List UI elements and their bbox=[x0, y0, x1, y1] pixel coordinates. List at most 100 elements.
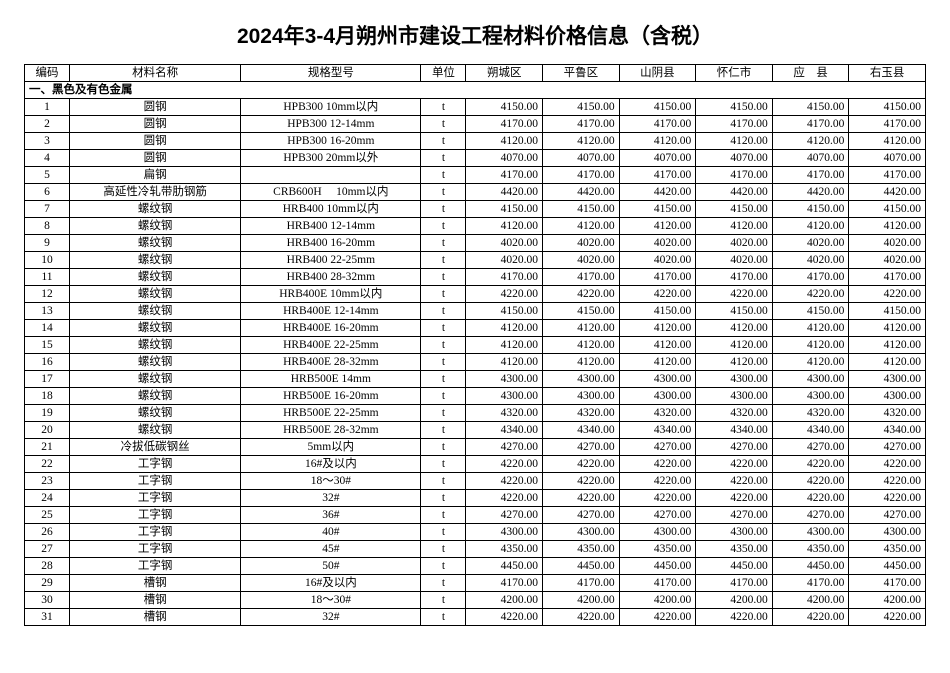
cell-price: 4120.00 bbox=[466, 320, 543, 337]
table-header-row: 编码 材料名称 规格型号 单位 朔城区 平鲁区 山阴县 怀仁市 应 县 右玉县 bbox=[25, 65, 926, 82]
cell-price: 4270.00 bbox=[696, 507, 773, 524]
cell-price: 4220.00 bbox=[696, 286, 773, 303]
cell-price: 4220.00 bbox=[696, 490, 773, 507]
col-header-unit: 单位 bbox=[421, 65, 466, 82]
col-header-region2: 平鲁区 bbox=[543, 65, 620, 82]
cell-price: 4120.00 bbox=[772, 218, 849, 235]
col-header-region6: 右玉县 bbox=[849, 65, 926, 82]
cell-price: 4220.00 bbox=[619, 286, 696, 303]
cell-price: 4300.00 bbox=[619, 371, 696, 388]
cell-price: 4220.00 bbox=[849, 456, 926, 473]
cell-name: 工字钢 bbox=[70, 473, 241, 490]
cell-price: 4170.00 bbox=[849, 116, 926, 133]
cell-price: 4120.00 bbox=[696, 354, 773, 371]
cell-price: 4220.00 bbox=[466, 473, 543, 490]
cell-spec: 50# bbox=[241, 558, 421, 575]
cell-price: 4150.00 bbox=[619, 303, 696, 320]
cell-price: 4350.00 bbox=[619, 541, 696, 558]
cell-name: 螺纹钢 bbox=[70, 354, 241, 371]
cell-price: 4120.00 bbox=[619, 218, 696, 235]
cell-price: 4270.00 bbox=[849, 507, 926, 524]
cell-unit: t bbox=[421, 575, 466, 592]
cell-price: 4300.00 bbox=[849, 524, 926, 541]
cell-name: 工字钢 bbox=[70, 524, 241, 541]
cell-unit: t bbox=[421, 456, 466, 473]
cell-price: 4150.00 bbox=[772, 201, 849, 218]
cell-price: 4270.00 bbox=[772, 439, 849, 456]
cell-name: 螺纹钢 bbox=[70, 388, 241, 405]
cell-price: 4340.00 bbox=[849, 422, 926, 439]
cell-price: 4150.00 bbox=[696, 201, 773, 218]
cell-price: 4320.00 bbox=[466, 405, 543, 422]
cell-price: 4020.00 bbox=[619, 252, 696, 269]
cell-price: 4340.00 bbox=[696, 422, 773, 439]
cell-price: 4150.00 bbox=[543, 303, 620, 320]
cell-unit: t bbox=[421, 541, 466, 558]
cell-code: 5 bbox=[25, 167, 70, 184]
cell-price: 4300.00 bbox=[772, 524, 849, 541]
table-row: 9螺纹钢HRB400 16-20mmt4020.004020.004020.00… bbox=[25, 235, 926, 252]
cell-price: 4220.00 bbox=[849, 286, 926, 303]
cell-spec: HRB400E 22-25mm bbox=[241, 337, 421, 354]
cell-price: 4350.00 bbox=[466, 541, 543, 558]
cell-price: 4220.00 bbox=[543, 609, 620, 626]
cell-price: 4220.00 bbox=[619, 490, 696, 507]
cell-spec: HPB300 12-14mm bbox=[241, 116, 421, 133]
cell-code: 8 bbox=[25, 218, 70, 235]
cell-price: 4200.00 bbox=[619, 592, 696, 609]
cell-name: 螺纹钢 bbox=[70, 371, 241, 388]
cell-price: 4120.00 bbox=[849, 133, 926, 150]
cell-spec: HRB500E 14mm bbox=[241, 371, 421, 388]
cell-spec: HRB400 28-32mm bbox=[241, 269, 421, 286]
col-header-region4: 怀仁市 bbox=[696, 65, 773, 82]
table-row: 1圆钢HPB300 10mm以内t4150.004150.004150.0041… bbox=[25, 99, 926, 116]
cell-price: 4170.00 bbox=[619, 167, 696, 184]
table-row: 24工字钢32#t4220.004220.004220.004220.00422… bbox=[25, 490, 926, 507]
cell-price: 4170.00 bbox=[543, 575, 620, 592]
cell-spec: 36# bbox=[241, 507, 421, 524]
cell-price: 4350.00 bbox=[772, 541, 849, 558]
cell-name: 螺纹钢 bbox=[70, 320, 241, 337]
cell-price: 4150.00 bbox=[466, 99, 543, 116]
cell-price: 4220.00 bbox=[619, 456, 696, 473]
cell-unit: t bbox=[421, 116, 466, 133]
cell-price: 4300.00 bbox=[543, 388, 620, 405]
cell-unit: t bbox=[421, 371, 466, 388]
cell-unit: t bbox=[421, 303, 466, 320]
cell-unit: t bbox=[421, 320, 466, 337]
cell-name: 螺纹钢 bbox=[70, 235, 241, 252]
cell-price: 4020.00 bbox=[849, 235, 926, 252]
table-row: 15螺纹钢HRB400E 22-25mmt4120.004120.004120.… bbox=[25, 337, 926, 354]
cell-spec: 40# bbox=[241, 524, 421, 541]
cell-price: 4220.00 bbox=[772, 286, 849, 303]
cell-price: 4170.00 bbox=[619, 269, 696, 286]
cell-price: 4120.00 bbox=[849, 320, 926, 337]
table-row: 23工字钢18～30#t4220.004220.004220.004220.00… bbox=[25, 473, 926, 490]
cell-price: 4120.00 bbox=[849, 218, 926, 235]
cell-unit: t bbox=[421, 388, 466, 405]
cell-price: 4220.00 bbox=[543, 490, 620, 507]
cell-price: 4170.00 bbox=[849, 575, 926, 592]
table-row: 26工字钢40#t4300.004300.004300.004300.00430… bbox=[25, 524, 926, 541]
cell-price: 4070.00 bbox=[772, 150, 849, 167]
table-row: 16螺纹钢HRB400E 28-32mmt4120.004120.004120.… bbox=[25, 354, 926, 371]
cell-price: 4270.00 bbox=[466, 439, 543, 456]
cell-price: 4320.00 bbox=[619, 405, 696, 422]
cell-price: 4170.00 bbox=[466, 575, 543, 592]
cell-price: 4120.00 bbox=[696, 218, 773, 235]
cell-price: 4120.00 bbox=[772, 354, 849, 371]
table-row: 14螺纹钢HRB400E 16-20mmt4120.004120.004120.… bbox=[25, 320, 926, 337]
table-row: 30槽钢18～30#t4200.004200.004200.004200.004… bbox=[25, 592, 926, 609]
cell-price: 4300.00 bbox=[543, 524, 620, 541]
cell-spec: HPB300 16-20mm bbox=[241, 133, 421, 150]
table-row: 13螺纹钢HRB400E 12-14mmt4150.004150.004150.… bbox=[25, 303, 926, 320]
cell-price: 4200.00 bbox=[543, 592, 620, 609]
cell-price: 4170.00 bbox=[772, 116, 849, 133]
cell-price: 4300.00 bbox=[849, 388, 926, 405]
cell-price: 4270.00 bbox=[543, 507, 620, 524]
cell-price: 4300.00 bbox=[466, 371, 543, 388]
cell-price: 4270.00 bbox=[772, 507, 849, 524]
cell-price: 4150.00 bbox=[619, 201, 696, 218]
cell-price: 4270.00 bbox=[466, 507, 543, 524]
cell-unit: t bbox=[421, 405, 466, 422]
